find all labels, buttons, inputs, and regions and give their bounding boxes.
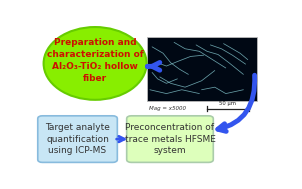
FancyBboxPatch shape [127, 116, 213, 162]
Text: Preparation and
characterization of
Al₂O₃-TiO₂ hollow
fiber: Preparation and characterization of Al₂O… [47, 38, 143, 83]
FancyArrowPatch shape [218, 75, 255, 131]
FancyBboxPatch shape [38, 116, 117, 162]
Ellipse shape [43, 27, 146, 100]
Text: 50 μm: 50 μm [220, 101, 236, 106]
Bar [146, 37, 257, 101]
Text: Mag = x5000: Mag = x5000 [149, 106, 186, 111]
Text: Preconcentration of
trace metals HFSME
system: Preconcentration of trace metals HFSME s… [124, 123, 215, 155]
Text: Target analyte
quantification
using ICP-MS: Target analyte quantification using ICP-… [45, 123, 110, 155]
